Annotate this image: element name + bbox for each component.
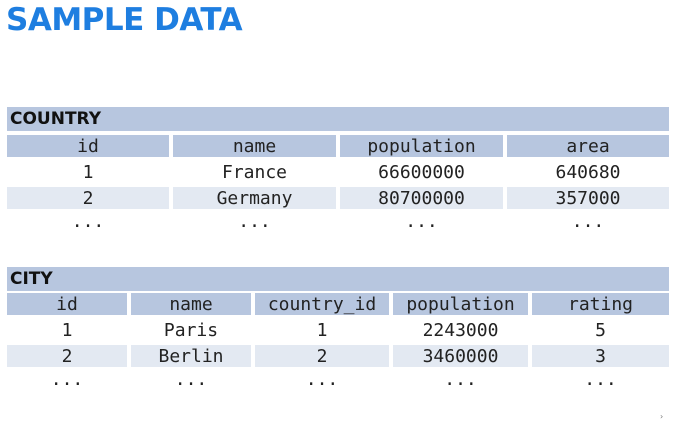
table-cell: 66600000 [378, 162, 465, 183]
table-cell: 2 [7, 187, 169, 209]
table-cell: ... [238, 213, 271, 232]
table-title-city: CITY [7, 267, 669, 291]
table-cell: 357000 [507, 187, 669, 209]
table-header-row: id name population area [7, 135, 669, 157]
column-header-id: id [7, 293, 127, 315]
table-cell: ... [305, 371, 339, 390]
table-cell: ... [444, 371, 477, 390]
table-cell: 2243000 [422, 320, 499, 341]
table-row: 1 France 66600000 640680 [7, 161, 669, 183]
table-cell: Berlin [131, 345, 251, 367]
table-cell: ... [71, 213, 105, 232]
table-cell: 1 [316, 320, 328, 341]
column-header-id: id [7, 135, 169, 157]
column-header-population: population [393, 293, 528, 315]
table-cell: ... [174, 371, 208, 390]
column-header-rating: rating [532, 293, 669, 315]
table-cell: 1 [61, 320, 73, 341]
table-cell: 5 [595, 320, 606, 341]
column-header-name: name [173, 135, 336, 157]
column-header-country-id: country_id [255, 293, 389, 315]
city-table: CITY id name country_id population ratin… [7, 267, 669, 393]
table-cell: ... [571, 213, 605, 232]
table-cell: ... [584, 371, 617, 390]
table-row-ellipsis: ... ... ... ... ... [7, 371, 669, 393]
table-header-row: id name country_id population rating [7, 293, 669, 315]
table-cell: ... [405, 213, 438, 232]
table-cell: 2 [255, 345, 389, 367]
column-header-area: area [507, 135, 669, 157]
cursor-mark-icon: › [660, 412, 664, 421]
table-cell: 640680 [555, 162, 621, 183]
country-table: COUNTRY id name population area 1 France… [7, 107, 669, 235]
page-title: SAMPLE DATA [6, 2, 243, 38]
column-header-name: name [131, 293, 251, 315]
table-title-country: COUNTRY [7, 107, 669, 131]
table-cell: 3 [532, 345, 669, 367]
table-cell: 2 [7, 345, 127, 367]
table-cell: France [221, 162, 288, 183]
table-cell: ... [50, 371, 84, 390]
table-cell: 3460000 [393, 345, 528, 367]
table-row: 2 Berlin 2 3460000 3 [7, 345, 669, 367]
table-row: 2 Germany 80700000 357000 [7, 187, 669, 209]
table-cell: Paris [163, 320, 219, 341]
table-row: 1 Paris 1 2243000 5 [7, 319, 669, 341]
table-cell: Germany [173, 187, 336, 209]
column-header-population: population [340, 135, 503, 157]
table-row-ellipsis: ... ... ... ... [7, 213, 669, 235]
table-cell: 80700000 [340, 187, 503, 209]
table-cell: 1 [82, 162, 94, 183]
